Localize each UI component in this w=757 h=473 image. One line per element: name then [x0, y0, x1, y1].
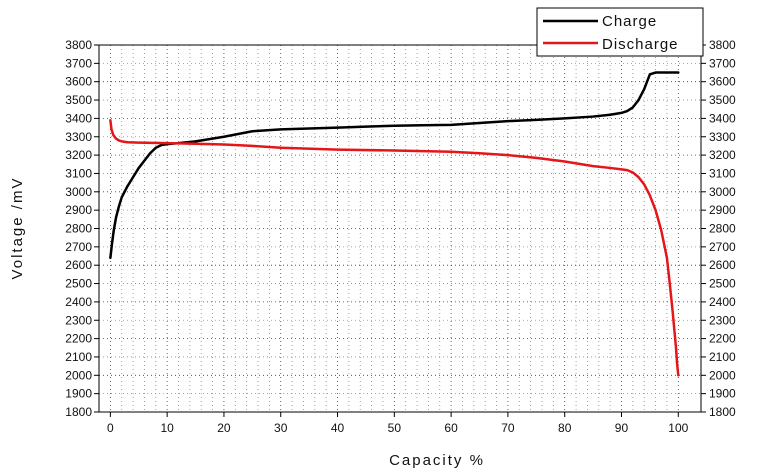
x-tick-label: 70: [501, 421, 515, 435]
y-tick-label-left: 3000: [65, 185, 92, 199]
x-tick-label: 80: [558, 421, 572, 435]
y-tick-label-left: 2600: [65, 258, 92, 272]
y-axis-title: Voltage /mV: [9, 177, 26, 280]
y-tick-label-left: 2900: [65, 203, 92, 217]
series-line-discharge: [109, 118, 680, 377]
y-tick-label-left: 2200: [65, 332, 92, 346]
y-tick-label-right: 3300: [709, 130, 736, 144]
y-tick-label-right: 3100: [709, 166, 736, 180]
y-tick-label-right: 1800: [709, 405, 736, 419]
y-tick-label-right: 3000: [709, 185, 736, 199]
y-tick-label-left: 2400: [65, 295, 92, 309]
x-tick-label: 0: [107, 421, 114, 435]
y-tick-label-right: 3400: [709, 111, 736, 125]
y-tick-label-right: 3600: [709, 75, 736, 89]
series-line-charge: [109, 71, 680, 260]
x-axis-title: Capacity %: [389, 452, 485, 469]
y-tick-label-right: 2900: [709, 203, 736, 217]
y-tick-label-right: 2700: [709, 240, 736, 254]
grid: [99, 44, 701, 413]
legend-box: [536, 7, 704, 57]
y-tick-label-right: 2000: [709, 368, 736, 382]
x-tick-label: 20: [217, 421, 231, 435]
y-tick-label-right: 2500: [709, 277, 736, 291]
y-tick-label-left: 2300: [65, 313, 92, 327]
y-tick-label-left: 2800: [65, 222, 92, 236]
y-tick-label-right: 3700: [709, 56, 736, 70]
y-tick-label-left: 3500: [65, 93, 92, 107]
y-tick-label-right: 2100: [709, 350, 736, 364]
y-tick-label-right: 3500: [709, 93, 736, 107]
legend-label-charge: Charge: [602, 13, 657, 30]
y-tick-label-right: 2200: [709, 332, 736, 346]
y-tick-label-right: 2300: [709, 313, 736, 327]
y-tick-label-left: 1900: [65, 387, 92, 401]
x-tick-label: 30: [274, 421, 288, 435]
y-tick-label-left: 3600: [65, 75, 92, 89]
y-tick-label-right: 2800: [709, 222, 736, 236]
y-tick-label-left: 3800: [65, 38, 92, 52]
x-tick-label: 40: [331, 421, 345, 435]
y-tick-label-right: 2400: [709, 295, 736, 309]
y-tick-label-left: 2000: [65, 368, 92, 382]
y-tick-label-right: 1900: [709, 387, 736, 401]
y-tick-label-left: 3700: [65, 56, 92, 70]
ticks: 0 10 20 30 40 50 60 70 80 90 100 1800 1800 1900 1900 20…: [65, 38, 736, 435]
y-tick-label-left: 3300: [65, 130, 92, 144]
x-tick-label: 60: [444, 421, 458, 435]
x-tick-label: 90: [615, 421, 629, 435]
y-tick-label-right: 2600: [709, 258, 736, 272]
x-tick-label: 10: [160, 421, 174, 435]
y-tick-label-left: 1800: [65, 405, 92, 419]
x-tick-label: 100: [668, 421, 688, 435]
series-lines: [109, 71, 680, 377]
y-tick-label-left: 3100: [65, 166, 92, 180]
y-tick-label-right: 3200: [709, 148, 736, 162]
y-tick-label-left: 2100: [65, 350, 92, 364]
legend: Charge Discharge: [536, 7, 704, 57]
y-tick-label-right: 3800: [709, 38, 736, 52]
y-tick-label-left: 2500: [65, 277, 92, 291]
x-tick-label: 50: [388, 421, 402, 435]
y-tick-label-left: 2700: [65, 240, 92, 254]
y-tick-label-left: 3200: [65, 148, 92, 162]
legend-label-discharge: Discharge: [602, 36, 679, 53]
y-tick-label-left: 3400: [65, 111, 92, 125]
